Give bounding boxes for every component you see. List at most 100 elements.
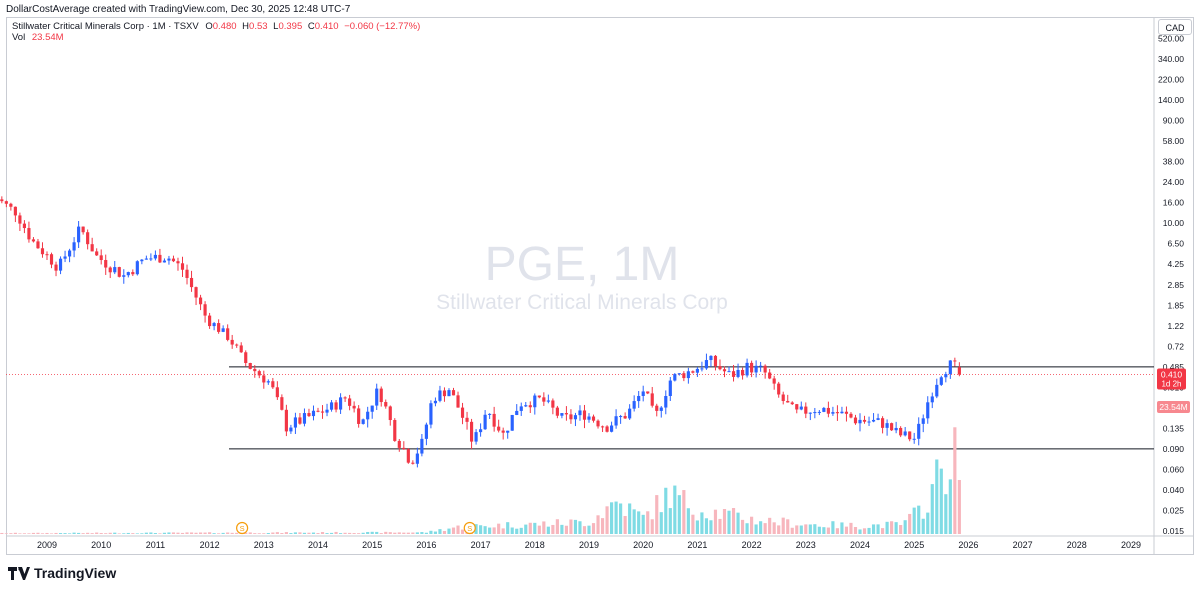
candle-body — [158, 254, 162, 263]
candle-body — [731, 371, 736, 377]
volume-bar — [40, 533, 45, 534]
candle-body — [736, 369, 740, 377]
candle-body — [808, 412, 812, 414]
candle-body — [777, 383, 781, 395]
volume-bar — [781, 517, 785, 534]
candle-body — [659, 407, 663, 411]
volume-bar — [546, 526, 550, 534]
candle-body — [248, 362, 252, 369]
volume-bar — [438, 529, 442, 534]
volume-bar — [655, 495, 659, 534]
volume-bar — [230, 532, 234, 534]
candle-body — [614, 416, 618, 426]
time-tick-label: 2018 — [525, 540, 545, 550]
candle-body — [36, 241, 40, 249]
volume-badge — [1157, 401, 1190, 413]
candle-body — [393, 420, 397, 441]
candle-body — [664, 396, 668, 408]
symbol-legend: Stillwater Critical Minerals Corp · 1M ·… — [12, 21, 420, 43]
candle-body — [379, 388, 383, 403]
candle-body — [122, 275, 126, 277]
volume-bar — [759, 521, 763, 534]
volume-bar — [68, 533, 72, 534]
candle-body — [542, 397, 546, 402]
candle-body — [844, 411, 849, 414]
candle-body — [31, 239, 36, 242]
candle-body — [894, 427, 898, 431]
currency-button[interactable]: CAD — [1158, 19, 1192, 35]
volume-bar — [722, 509, 727, 534]
candle-body — [49, 254, 54, 265]
tradingview-logo[interactable]: TradingView — [8, 565, 116, 581]
candle-body — [555, 407, 559, 416]
candle-body — [0, 199, 4, 202]
candle-body — [610, 425, 614, 432]
candle-body — [948, 360, 952, 375]
volume-bar — [619, 503, 623, 534]
legend-symbol: Stillwater Critical Minerals Corp · 1M ·… — [12, 21, 199, 32]
volume-bar — [307, 532, 311, 534]
candle-body — [578, 410, 582, 416]
volume-bar — [95, 532, 99, 534]
candle-body — [497, 426, 501, 431]
candle-body — [754, 365, 758, 373]
volume-bar — [488, 527, 492, 534]
volume-bar — [542, 521, 546, 534]
candle-body — [212, 323, 216, 327]
volume-bar — [280, 532, 284, 534]
candle-body — [826, 407, 830, 414]
candle-body — [18, 215, 22, 224]
volume-bar — [18, 533, 22, 534]
volume-bar — [149, 532, 153, 534]
candle-body — [424, 424, 428, 439]
volume-bar — [140, 533, 144, 534]
candle-body — [343, 397, 347, 399]
last-price-badge — [1157, 368, 1186, 390]
candle-body — [709, 355, 713, 361]
candle-body — [280, 397, 284, 410]
candle-body — [908, 431, 912, 440]
volume-bar — [433, 531, 438, 534]
candle-body — [348, 398, 352, 406]
candle-body — [853, 417, 858, 424]
time-tick-label: 2028 — [1067, 540, 1087, 550]
candle-body — [253, 368, 257, 372]
time-tick-label: 2029 — [1121, 540, 1141, 550]
volume-bar — [894, 522, 898, 534]
candle-body — [429, 403, 433, 425]
volume-bar — [560, 524, 564, 534]
volume-bar — [718, 518, 722, 534]
candle-body — [131, 272, 135, 275]
volume-bar — [790, 527, 794, 534]
price-tick-label: 0.040 — [1163, 485, 1185, 495]
volume-bar — [217, 533, 221, 534]
candle-body — [750, 362, 754, 373]
volume-bar — [456, 525, 460, 534]
volume-bar — [623, 516, 627, 534]
volume-bar — [750, 516, 754, 534]
volume-bar — [36, 532, 40, 534]
volume-bar — [429, 530, 433, 534]
volume-bar — [153, 533, 157, 534]
volume-bar — [515, 528, 519, 534]
candle-body — [799, 406, 803, 410]
volume-badge-label: 23.54M — [1159, 402, 1187, 412]
volume-bar — [221, 532, 225, 534]
candle-body — [488, 413, 492, 415]
volume-bar — [731, 508, 736, 534]
volume-bar — [77, 532, 81, 534]
legend-open-value: 0.480 — [212, 21, 237, 32]
volume-bar — [926, 512, 930, 534]
candle-body — [438, 390, 442, 401]
volume-bar — [497, 523, 501, 534]
time-tick-label: 2012 — [200, 540, 220, 550]
volume-bar — [763, 523, 767, 534]
candle-body — [9, 203, 13, 207]
chart-attribution: DollarCostAverage created with TradingVi… — [6, 4, 351, 15]
tradingview-logo-icon — [8, 566, 30, 580]
volume-bar — [935, 459, 939, 534]
candle-body — [40, 248, 45, 255]
volume-bar — [0, 532, 4, 534]
candle-body — [325, 409, 329, 413]
